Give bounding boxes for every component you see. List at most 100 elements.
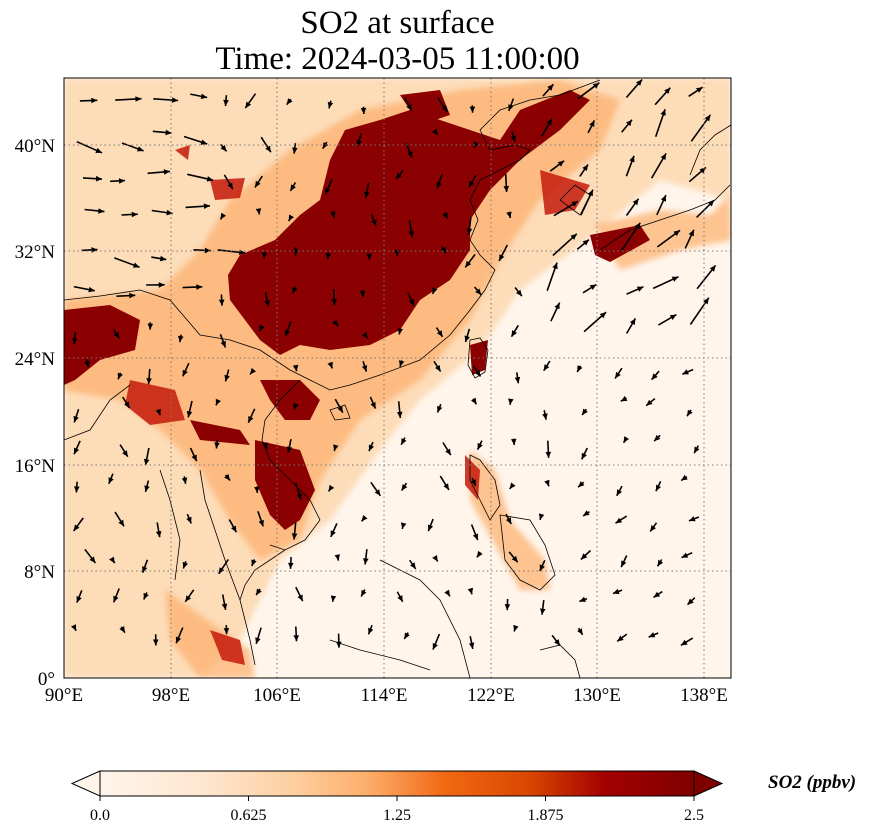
- wind-arrow-head: [364, 191, 370, 199]
- map-title: SO2 at surface: [300, 5, 495, 41]
- wind-arrow-head: [613, 588, 620, 595]
- wind-arrow-head: [221, 603, 228, 610]
- wind-arrow-head: [368, 627, 374, 635]
- wind-arrow-head: [227, 182, 233, 190]
- wind-arrow-head: [248, 416, 254, 423]
- wind-arrow-head: [653, 591, 661, 598]
- wind-arrow-head: [511, 330, 517, 337]
- wind-arrow-head: [703, 297, 709, 305]
- wind-arrow-head: [135, 96, 142, 102]
- wind-arrow-head: [91, 97, 98, 104]
- wind-arrow-head: [265, 145, 271, 153]
- wind-arrow-head: [407, 151, 413, 158]
- wind-arrow-head: [654, 434, 661, 442]
- wind-arrow-head: [681, 639, 688, 646]
- wind-arrow-head: [582, 239, 589, 246]
- wind-arrow-head: [503, 185, 510, 192]
- wind-arrow-head: [84, 360, 90, 368]
- colorbar-min-extend: [70, 770, 101, 797]
- map-frame: [63, 77, 732, 679]
- wind-arrow-head: [539, 564, 545, 571]
- wind-arrow-head: [330, 211, 336, 218]
- wind-arrow-head: [689, 516, 696, 522]
- wind-arrow-head: [545, 451, 552, 458]
- wind-arrow-head: [546, 118, 552, 126]
- wind-arrow-head: [514, 376, 521, 384]
- wind-arrow-head: [200, 139, 208, 145]
- wind-arrow-head: [155, 408, 161, 416]
- wind-arrow-head: [163, 169, 170, 175]
- wind-arrow-head: [508, 104, 514, 111]
- wind-arrow-head: [464, 335, 470, 342]
- wind-arrow-head: [368, 444, 374, 452]
- wind-arrow-head: [371, 219, 377, 226]
- wind-arrow-head: [660, 109, 666, 116]
- wind-arrow-head: [206, 176, 214, 182]
- wind-arrow-head: [620, 395, 628, 402]
- wind-arrow-head: [398, 360, 405, 367]
- wind-arrow-head: [476, 550, 483, 558]
- wind-arrow-head: [159, 255, 167, 262]
- wind-arrow-head: [472, 533, 479, 541]
- wind-arrow-head: [293, 403, 299, 410]
- wind-arrow-head: [331, 299, 337, 306]
- wind-arrow-head: [554, 639, 560, 646]
- wind-arrow-head: [408, 230, 414, 238]
- wind-arrow-head: [109, 556, 115, 564]
- wind-arrow-head: [95, 147, 102, 153]
- wind-arrow-head: [118, 519, 124, 527]
- wind-arrow-head: [328, 484, 335, 492]
- wind-arrow-head: [153, 639, 159, 646]
- wind-arrow-head: [264, 300, 270, 307]
- colorbar-max-extend: [693, 770, 724, 797]
- wind-arrow-head: [397, 328, 403, 335]
- wind-arrow-head: [688, 229, 694, 237]
- wind-arrow-head: [432, 643, 438, 650]
- wind-arrow-head: [471, 397, 477, 405]
- wind-arrow-head: [224, 374, 230, 382]
- wind-arrow-head: [178, 335, 184, 343]
- wind-arrow-head: [554, 302, 560, 310]
- wind-arrow-head: [401, 484, 408, 491]
- wind-arrow-head: [256, 588, 262, 596]
- wind-arrow-head: [361, 365, 368, 372]
- wind-arrow-head: [171, 97, 179, 103]
- wind-arrow-head: [374, 489, 381, 496]
- wind-arrow-head: [286, 446, 293, 453]
- wind-arrow-head: [288, 562, 294, 569]
- wind-arrow-head: [466, 228, 473, 235]
- wind-arrow-head: [143, 592, 149, 600]
- wind-arrow-head: [203, 203, 210, 209]
- wind-arrow-head: [327, 101, 334, 109]
- wind-arrow-head: [363, 558, 369, 565]
- wind-arrow-head: [580, 553, 588, 560]
- wind-arrow-head: [255, 637, 261, 644]
- lat-tick-label: 8°N: [24, 562, 55, 583]
- wind-arrow-head: [557, 160, 565, 167]
- wind-arrow-head: [694, 446, 700, 454]
- wind-arrow-head: [74, 447, 80, 455]
- lon-tick-label: 138°E: [680, 685, 728, 706]
- wind-arrow-head: [158, 282, 165, 288]
- wind-arrow-head: [543, 364, 550, 371]
- wind-arrow-head: [660, 153, 667, 160]
- wind-arrow-head: [284, 329, 291, 337]
- wind-arrow-head: [113, 595, 119, 603]
- wind-arrow-head: [133, 262, 140, 268]
- colorbar-tick-labels: 0.0 0.625 1.25 1.875 2.5: [90, 807, 704, 824]
- wind-arrow-head: [445, 448, 451, 456]
- wind-arrow-head: [540, 608, 546, 615]
- lon-tick-label: 122°E: [467, 685, 515, 706]
- wind-arrow-head: [186, 516, 192, 524]
- wind-arrow-head: [259, 324, 265, 332]
- wind-arrow-head: [468, 642, 475, 649]
- wind-arrow-head: [538, 513, 545, 520]
- wind-arrow-head: [615, 371, 621, 379]
- wind-arrow-head: [469, 106, 476, 113]
- wind-arrow-head: [432, 555, 438, 562]
- wind-arrow-head: [578, 481, 585, 488]
- wind-arrow-head: [223, 628, 230, 635]
- wind-arrow-head: [118, 178, 125, 184]
- map-panel: [64, 78, 731, 678]
- wind-arrow-head: [636, 286, 644, 292]
